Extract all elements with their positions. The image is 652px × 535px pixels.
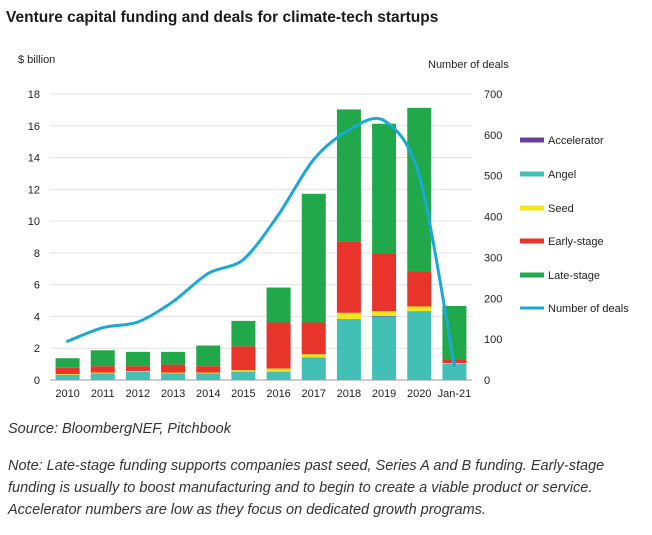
x-tick-label: 2019	[372, 388, 396, 400]
y2-axis-label: Number of deals	[428, 59, 509, 71]
bar-late-stage-2014	[196, 345, 221, 367]
bar-early-stage-2011	[90, 366, 115, 373]
bar-seed-2014	[196, 372, 221, 374]
bar-early-stage-2015	[231, 346, 256, 371]
chart: $ billion Number of deals 0 2 4 6 8 10 12 14 16 1…	[18, 54, 629, 400]
x-tick-label: 2011	[91, 388, 115, 400]
bar-early-stage-2019	[372, 254, 397, 312]
bar-angel-2017	[301, 357, 326, 380]
x-tick-label: 2014	[196, 388, 220, 400]
legend-label-number-of-deals: Number of deals	[548, 303, 629, 315]
y2-tick-label: 300	[484, 252, 502, 264]
y2-tick-label: 200	[484, 293, 502, 305]
bar-early-stage-2014	[196, 366, 221, 373]
bar-angel-2011	[90, 373, 115, 380]
legend-label-seed: Seed	[548, 203, 574, 215]
x-tick-label: 2016	[266, 388, 290, 400]
y-tick-label: 0	[34, 375, 40, 387]
y-tick-label: 14	[28, 153, 40, 165]
bar-late-stage-2020	[407, 107, 432, 272]
footnote: Note: Late-stage funding supports compan…	[8, 458, 605, 518]
bar-angel-2016	[266, 372, 291, 380]
bar-seed-2020	[407, 306, 432, 312]
bar-seed-2011	[90, 372, 115, 374]
bar-angel-2012	[125, 372, 150, 380]
x-tick-label: 2015	[231, 388, 255, 400]
x-tick-label: 2013	[161, 388, 185, 400]
legend-label-late-stage: Late-stage	[548, 270, 600, 282]
bar-late-stage-2013	[161, 351, 186, 365]
y-tick-label: 10	[28, 216, 40, 228]
x-tick-label: 2017	[302, 388, 326, 400]
bar-early-stage-2010	[55, 367, 80, 375]
bar-late-stage-2010	[55, 358, 80, 368]
bar-early-stage-2012	[125, 366, 150, 371]
y2-tick-label: 0	[484, 375, 490, 387]
bar-angel-2010	[55, 375, 80, 380]
y2-tick-label: 100	[484, 334, 502, 346]
bar-early-stage-2016	[266, 322, 291, 369]
y-tick-label: 2	[34, 343, 40, 355]
bar-early-stage-2020	[407, 271, 432, 307]
bar-angel-2013	[161, 373, 186, 380]
chart-title: Venture capital funding and deals for cl…	[6, 9, 439, 26]
bar-late-stage-2012	[125, 351, 150, 367]
legend-label-angel: Angel	[548, 169, 576, 181]
y-tick-label: 4	[34, 311, 40, 323]
y2-tick-label: 400	[484, 212, 502, 224]
bar-seed-2017	[301, 354, 326, 358]
bar-seed-2018	[336, 312, 361, 320]
bar-angel-2018	[336, 319, 361, 380]
x-tick-label: 2010	[55, 388, 79, 400]
y2-tick-label: 700	[484, 89, 502, 101]
y-tick-label: 12	[28, 184, 40, 196]
x-tick-label: 2012	[126, 388, 150, 400]
bar-early-stage-2017	[301, 322, 326, 355]
number-of-deals-line	[66, 116, 456, 368]
bar-seed-2019	[372, 311, 397, 316]
bar-late-stage-2017	[301, 193, 326, 323]
bar-angel-2020	[407, 311, 432, 380]
bar-early-stage-2013	[161, 364, 186, 373]
legend-label-accelerator: Accelerator	[548, 135, 604, 147]
bar-late-stage-2019	[372, 123, 397, 255]
bar-seed-2015	[231, 370, 256, 372]
source-note: Source: BloombergNEF, Pitchbook	[8, 421, 231, 437]
bar-angel-2015	[231, 372, 256, 380]
x-tick-label: 2020	[407, 388, 431, 400]
y-tick-label: 6	[34, 280, 40, 292]
bar-late-stage-2011	[90, 350, 115, 367]
bar-seed-2010	[55, 374, 80, 375]
bar-late-stage-2016	[266, 287, 291, 323]
y2-tick-label: 600	[484, 130, 502, 142]
x-tick-label: 2018	[337, 388, 361, 400]
x-tick-label: Jan-21	[438, 388, 472, 400]
y-tick-label: 18	[28, 89, 40, 101]
y-axis-label: $ billion	[18, 54, 55, 66]
legend-label-early-stage: Early-stage	[548, 236, 604, 248]
bar-seed-2016	[266, 368, 291, 372]
bar-angel-jan-21	[442, 364, 467, 380]
bar-late-stage-2015	[231, 320, 256, 347]
y2-tick-label: 500	[484, 171, 502, 183]
y-tick-label: 16	[28, 121, 40, 133]
bar-seed-2013	[161, 372, 186, 374]
bar-seed-2012	[125, 370, 150, 372]
bar-early-stage-2018	[336, 241, 361, 313]
bar-angel-2014	[196, 373, 221, 380]
y-tick-label: 8	[34, 248, 40, 260]
bar-angel-2019	[372, 316, 397, 380]
